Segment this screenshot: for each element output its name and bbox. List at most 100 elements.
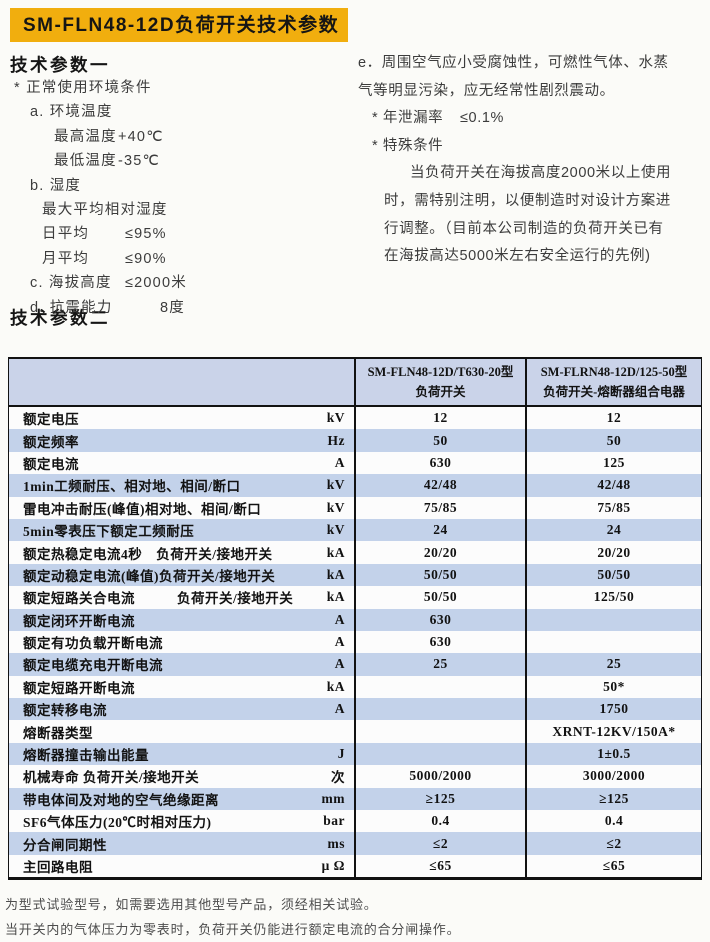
note-line: 在海拔高达5000米左右安全运行的先例) [358, 243, 708, 271]
value-col2: 25 [525, 653, 701, 676]
footnote-line: 当开关内的气体压力为零表时，负荷开关仍能进行额定电流的合分闸操作。 [5, 921, 461, 937]
parameter-name: 额定热稳定电流4秒 负荷开关/接地开关 [23, 546, 273, 562]
table-row-parameter: 熔断器类型 [9, 720, 354, 742]
table-row-parameter: 额定闭环开断电流 A [9, 608, 354, 631]
note-text: 行调整。（目前本公司制造的负荷开关已有 [384, 220, 664, 237]
condition-label: 日平均 [42, 226, 90, 243]
table-row-parameter: SF6气体压力(20℃时相对压力) bar [9, 810, 354, 832]
parameter-unit: kV [326, 499, 345, 515]
note-line: 气等明显污染，应无经常性剧烈震动。 [358, 78, 708, 106]
condition-text: b. 湿度 [30, 177, 82, 194]
condition-text: a. 环境温度 [30, 104, 113, 121]
parameter-unit: kA [326, 678, 345, 694]
table-row-parameter: 额定电压 kV [9, 407, 354, 429]
value-col1: ≤65 [354, 854, 525, 878]
table-row-parameter: 5min零表压下额定工频耐压 kV [9, 518, 354, 542]
note-text: 当负荷开关在海拔高度2000米以上使用 [410, 165, 672, 182]
parameter-name: 带电体间及对地的空气绝缘距离 [23, 792, 219, 808]
parameter-unit: Hz [327, 432, 345, 448]
table-header-model: SM-FLN48-12D/T630-20型 [367, 365, 514, 379]
value-col2: 125 [525, 451, 701, 475]
condition-line: 最低温度 -35℃ [10, 149, 352, 173]
note-text: 在海拔高达5000米左右安全运行的先例) [384, 248, 651, 265]
value-col2: 1750 [525, 698, 701, 721]
value-col2 [525, 630, 701, 654]
table-header-col2: SM-FLRN48-12D/125-50型 负荷开关-熔断器组合电器 [525, 359, 701, 407]
table-header-type: 负荷开关 [415, 385, 466, 399]
footnotes: 为型式试验型号，如需要选用其他型号产品，须经相关试验。当开关内的气体压力为零表时… [5, 893, 460, 942]
table-header-empty [9, 359, 354, 407]
value-col2: ≤2 [525, 832, 701, 855]
parameter-name: 额定短路开断电流 [23, 680, 135, 696]
condition-value: -35℃ [118, 153, 161, 170]
table-header-type: 负荷开关-熔断器组合电器 [543, 385, 685, 399]
footnote-line: 为型式试验型号，如需要选用其他型号产品，须经相关试验。 [5, 897, 378, 912]
parameter-name: 额定电压 [23, 412, 79, 428]
parameter-name: 额定有功负载开断电流 [23, 636, 163, 652]
note-value: ≤0.1% [460, 110, 505, 127]
value-col2: 24 [525, 518, 701, 542]
value-col1: 0.4 [354, 810, 525, 833]
value-col2: 75/85 [525, 496, 701, 519]
table-header-model: SM-FLRN48-12D/125-50型 [540, 365, 688, 379]
parameter-unit: A [334, 634, 345, 650]
parameter-unit: kA [326, 544, 345, 560]
section2-heading: 技术参数二 [10, 308, 110, 328]
parameter-name: 额定频率 [23, 434, 79, 450]
value-col2: 12 [525, 407, 701, 430]
parameter-name: 雷电冲击耐压(峰值)相对地、相间/断口 [23, 501, 262, 517]
parameter-name: 额定动稳定电流(峰值)负荷开关/接地开关 [23, 568, 276, 584]
parameter-name: 分合闸同期性 [23, 837, 107, 853]
value-col1 [354, 675, 525, 699]
parameter-unit: ms [327, 835, 345, 851]
parameter-unit: A [334, 701, 345, 717]
parameter-unit: 次 [331, 770, 345, 786]
parameter-name: 熔断器撞击输出能量 [23, 748, 149, 764]
note-line: * 年泄漏率 ≤0.1% [358, 105, 708, 133]
value-col2: 50* [525, 675, 701, 699]
table-row-parameter: 额定短路开断电流 kA [9, 676, 354, 698]
condition-value: +40℃ [118, 128, 164, 145]
table-row-parameter: 分合闸同期性 ms [9, 832, 354, 855]
value-col1: 630 [354, 451, 525, 475]
operating-conditions-list: * 正常使用环境条件 a. 环境温度 最高温度 +40℃ 最低温度 -35℃ b. 湿度 最大… [10, 76, 352, 320]
value-col1: 12 [354, 407, 525, 430]
value-col1: 20/20 [354, 541, 525, 564]
note-line: 行调整。（目前本公司制造的负荷开关已有 [358, 216, 708, 244]
condition-line: 日平均 ≤95% [10, 222, 352, 246]
condition-value: ≤2000米 [125, 275, 187, 292]
value-col2: 20/20 [525, 541, 701, 564]
condition-line: * 正常使用环境条件 [10, 76, 352, 100]
condition-label: d. 抗震能力 [30, 299, 113, 316]
parameter-name: 额定转移电流 [23, 703, 107, 719]
special-conditions-text: e．周围空气应小受腐蚀性，可燃性气体、水蒸气等明显污染，应无经常性剧烈震动。 * … [358, 50, 708, 271]
value-col2: 3000/2000 [525, 765, 701, 788]
parameter-unit: bar [323, 813, 345, 829]
section1-heading: 技术参数一 [10, 55, 110, 75]
condition-line: a. 环境温度 [10, 100, 352, 124]
table-row-parameter: 主回路电阻 μ Ω [9, 855, 354, 877]
parameter-name: 熔断器类型 [23, 725, 93, 741]
parameter-name: 额定电流 [23, 456, 79, 472]
parameter-name: 主回路电阻 [23, 860, 93, 875]
note-text: 时，需特别注明，以便制造时对设计方案进 [384, 192, 671, 209]
parameter-unit: mm [321, 790, 345, 806]
condition-line: 最大平均相对湿度 [10, 198, 352, 222]
note-line: 当负荷开关在海拔高度2000米以上使用 [358, 160, 708, 188]
parameter-unit: A [334, 656, 345, 672]
parameter-name: 额定短路关合电流 负荷开关/接地开关 [23, 591, 294, 607]
value-col1: 5000/2000 [354, 765, 525, 788]
value-col1: 75/85 [354, 496, 525, 519]
condition-line: b. 湿度 [10, 174, 352, 198]
table-row-parameter: 雷电冲击耐压(峰值)相对地、相间/断口 kV [9, 497, 354, 519]
note-text: e．周围空气应小受腐蚀性，可燃性气体、水蒸 [358, 55, 669, 71]
condition-label: c. 海拔高度 [30, 275, 112, 292]
value-col2: 125/50 [525, 586, 701, 609]
page-title: SM-FLN48-12D负荷开关技术参数 [10, 8, 348, 42]
value-col1 [354, 742, 525, 766]
parameter-name: 1min工频耐压、相对地、相间/断口 [23, 479, 241, 495]
value-col2: ≤65 [525, 854, 701, 878]
value-col2: 42/48 [525, 474, 701, 497]
value-col2: ≥125 [525, 787, 701, 811]
value-col1: 50 [354, 429, 525, 452]
